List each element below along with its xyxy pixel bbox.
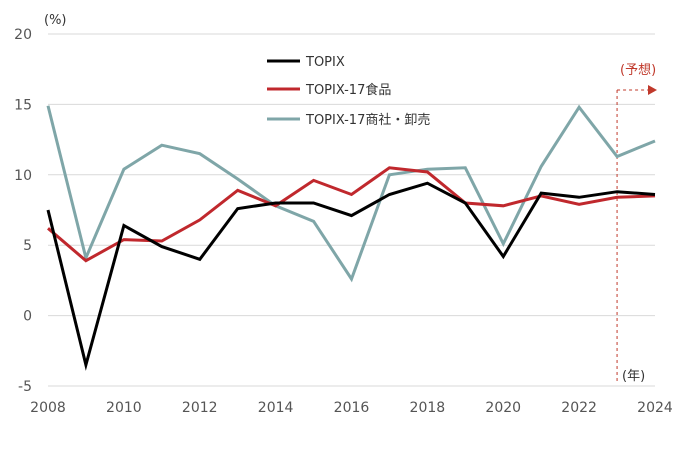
series-lines — [46, 104, 656, 371]
forecast-label: (予想) — [620, 62, 656, 78]
y-axis-ticks: -5 0 5 10 15 20 — [14, 27, 32, 395]
y-tick-label: 20 — [14, 27, 32, 43]
y-axis-unit: (%) — [44, 13, 67, 28]
x-tick-label: 2024 — [637, 400, 673, 416]
y-tick-label: 10 — [14, 168, 32, 184]
x-tick-label: 2012 — [182, 400, 218, 416]
legend: TOPIX TOPIX-17食品 TOPIX-17商社・卸売 — [267, 55, 430, 128]
y-tick-label: 0 — [23, 309, 32, 325]
x-axis-ticks: 2008 2010 2012 2014 2016 2018 2020 2022 2024 — [30, 400, 673, 416]
forecast-marker — [616, 85, 657, 384]
x-tick-label: 2010 — [106, 400, 142, 416]
x-tick-label: 2008 — [30, 400, 66, 416]
forecast-arrow-head — [648, 85, 657, 95]
x-tick-label: 2018 — [410, 400, 446, 416]
legend-label: TOPIX-17食品 — [305, 82, 391, 98]
x-tick-label: 2022 — [561, 400, 597, 416]
series-line-2 — [46, 104, 656, 283]
y-tick-label: 15 — [14, 97, 32, 113]
series-line-0 — [46, 181, 656, 371]
legend-label: TOPIX-17商社・卸売 — [305, 112, 430, 128]
x-axis-unit: (年) — [622, 369, 645, 384]
x-tick-label: 2016 — [334, 400, 370, 416]
y-tick-label: 5 — [23, 238, 32, 254]
y-tick-label: -5 — [18, 379, 32, 395]
gridlines — [48, 33, 655, 387]
legend-label: TOPIX — [305, 55, 345, 70]
x-tick-label: 2014 — [258, 400, 294, 416]
x-tick-label: 2020 — [485, 400, 521, 416]
